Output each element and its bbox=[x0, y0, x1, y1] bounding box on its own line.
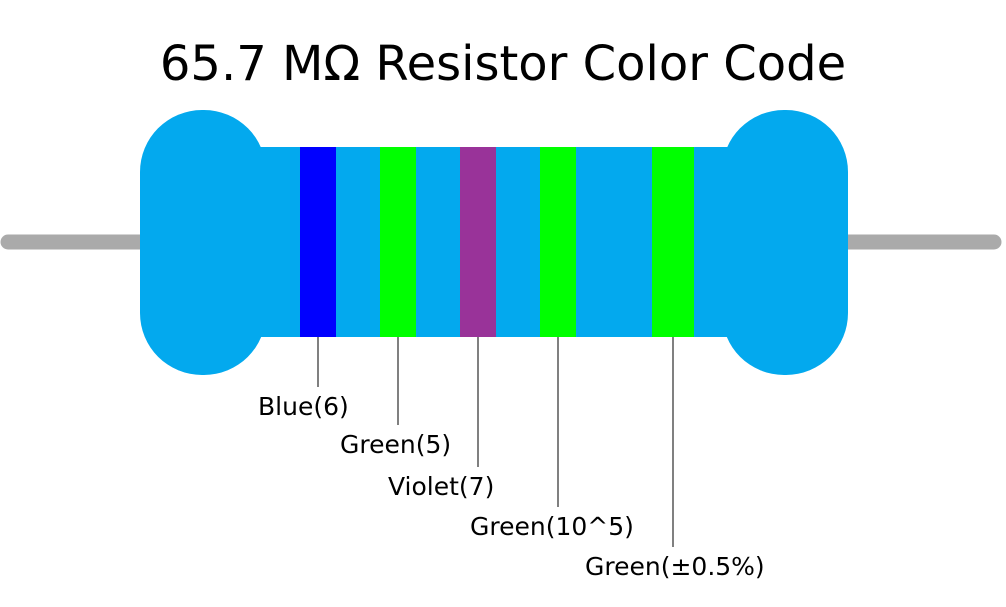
color-band bbox=[540, 147, 576, 337]
band-label: Green(5) bbox=[340, 430, 451, 459]
band-label: Green(±0.5%) bbox=[585, 552, 765, 581]
end-cap-right bbox=[722, 110, 848, 375]
color-band bbox=[380, 147, 416, 337]
end-cap-left bbox=[140, 110, 266, 375]
title: 65.7 MΩ Resistor Color Code bbox=[160, 36, 846, 92]
band-label: Green(10^5) bbox=[470, 512, 634, 541]
color-band bbox=[652, 147, 694, 337]
color-band bbox=[460, 147, 496, 337]
band-label: Blue(6) bbox=[258, 392, 349, 421]
bands: Blue(6) Green(5) Violet(7) Green(10^5) Green… bbox=[258, 147, 765, 581]
band-label: Violet(7) bbox=[388, 472, 494, 501]
color-band bbox=[300, 147, 336, 337]
